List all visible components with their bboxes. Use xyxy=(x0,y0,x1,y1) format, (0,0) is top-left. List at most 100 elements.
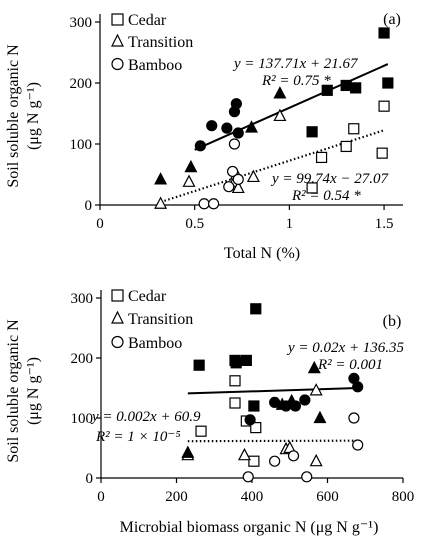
r2-1-b: R² = 0.001 xyxy=(317,357,383,373)
point-cedar-b xyxy=(195,425,207,437)
trendline-solid-a xyxy=(194,63,389,151)
point-bamboo-b xyxy=(287,450,300,462)
point-transition-fertilized-b xyxy=(181,445,195,458)
x-tick-label-b: 0 xyxy=(97,489,105,505)
point-bamboo-fertilized-a xyxy=(230,98,242,110)
point-bamboo-fertilized-a xyxy=(206,120,218,132)
y-axis-label-line2-a: (μg N g⁻¹) xyxy=(25,82,42,150)
point-transition-a xyxy=(231,180,245,194)
point-transition-fertilized-b xyxy=(313,410,327,424)
x-tick-label-a: 1 xyxy=(286,216,294,232)
point-cedar-fertilized-a xyxy=(321,84,333,96)
point-bamboo-a xyxy=(198,198,210,210)
legend-marker-transition-b xyxy=(111,310,124,324)
panel-a: 0 100 200 300 0 0.5 1 1.5 Soil soluble organic … xyxy=(5,11,403,262)
y-tick-label-a: 0 xyxy=(85,198,93,214)
point-cedar-fertilized-b xyxy=(240,354,252,366)
y-tick-label-b: 0 xyxy=(86,471,94,487)
equation-2-b: y = 0.002x + 60.9 xyxy=(90,409,201,425)
x-tick-label-a: 0 xyxy=(96,216,104,232)
x-tick-label-a: 0.5 xyxy=(185,216,204,232)
point-transition-a xyxy=(154,196,168,209)
point-cedar-b xyxy=(248,455,260,467)
x-axis-label-b: Microbial biomass organic N (μg N g⁻¹) xyxy=(120,519,379,536)
x-tick-label-b: 600 xyxy=(316,489,339,505)
point-bamboo-fertilized-b xyxy=(280,400,292,412)
point-bamboo-fertilized-a xyxy=(232,127,244,139)
point-transition-fertilized-a xyxy=(245,120,258,133)
legend-marker-bamboo-b xyxy=(111,335,124,349)
panel-label-a: (a) xyxy=(383,11,401,28)
x-tick-label-a: 1.5 xyxy=(375,216,394,232)
x-axis-label-a: Total N (%) xyxy=(224,245,300,262)
point-cedar-a xyxy=(378,100,390,112)
legend-marker-cedar-a xyxy=(111,13,124,26)
point-transition-fertilized-b xyxy=(307,360,321,374)
point-cedar-a xyxy=(306,182,318,194)
point-cedar-fertilized-a xyxy=(340,79,352,92)
point-transition-a xyxy=(182,174,196,187)
point-bamboo-a xyxy=(228,138,241,150)
plot-area-a: 0 100 200 300 0 0.5 1 1.5 xyxy=(70,14,403,232)
point-cedar-b xyxy=(229,397,241,409)
point-cedar-fertilized-a xyxy=(378,27,390,39)
legend-label-cedar-a: Cedar xyxy=(128,12,167,29)
point-cedar-a xyxy=(340,140,352,153)
legend-marker-transition-a xyxy=(111,33,124,47)
point-bamboo-fertilized-b xyxy=(244,414,256,426)
point-bamboo-a xyxy=(226,165,239,178)
r2-2-a: R² = 0.54 * xyxy=(291,188,361,204)
point-cedar-fertilized-b xyxy=(250,303,262,315)
y-tick-label-b: 300 xyxy=(71,291,94,307)
equation-1-a: y = 137.71x + 21.67 xyxy=(232,56,359,72)
legend-label-cedar-b: Cedar xyxy=(128,288,167,305)
y-tick-label-a: 100 xyxy=(70,137,93,153)
point-cedar-fertilized-a xyxy=(382,77,394,89)
y-axis-label-line2-b: (μg N g⁻¹) xyxy=(25,357,42,425)
y-tick-label-a: 200 xyxy=(70,76,93,92)
equation-1-b: y = 0.02x + 136.35 xyxy=(286,340,405,356)
point-cedar-a xyxy=(315,151,328,164)
point-bamboo-b xyxy=(348,412,360,424)
point-transition-a xyxy=(273,108,287,122)
equation-2-a: y = 99.74x − 27.07 xyxy=(270,171,390,187)
point-transition-b xyxy=(309,453,323,467)
legend-label-bamboo-b: Bamboo xyxy=(128,335,182,352)
legend-marker-cedar-b xyxy=(111,289,124,302)
point-transition-a xyxy=(246,169,260,183)
y-axis-label-line1-b: Soil soluble organic N xyxy=(5,319,22,463)
point-cedar-a xyxy=(348,123,360,135)
point-bamboo-fertilized-a xyxy=(194,140,206,152)
y-tick-label-b: 200 xyxy=(71,351,94,367)
panel-b: 0 100 200 300 0 200 400 600 800 Soil soluble org… xyxy=(5,288,414,536)
panel-label-b: (b) xyxy=(383,313,402,330)
point-transition-fertilized-a xyxy=(154,172,168,185)
point-cedar-fertilized-b xyxy=(193,359,205,371)
r2-2-b: R² = 1 × 10⁻⁵ xyxy=(95,429,181,445)
point-cedar-a xyxy=(376,147,388,159)
trendline-dotted-a xyxy=(160,129,385,204)
point-transition-b xyxy=(309,383,323,396)
point-transition-b xyxy=(237,447,251,461)
trendline-solid-b xyxy=(187,387,358,395)
plot-area-b: 0 100 200 300 0 200 400 600 800 xyxy=(71,290,414,505)
point-bamboo-a xyxy=(223,181,235,193)
y-axis-label-line1-a: Soil soluble organic N xyxy=(5,44,22,188)
point-bamboo-b xyxy=(269,455,281,467)
legend-b: Cedar Transition Bamboo xyxy=(111,288,193,352)
point-transition-fertilized-a xyxy=(273,86,287,99)
point-transition-fertilized-a xyxy=(184,159,198,173)
point-cedar-fertilized-b xyxy=(230,357,242,369)
point-cedar-b xyxy=(229,375,241,387)
point-bamboo-fertilized-b xyxy=(269,396,281,408)
point-bamboo-b xyxy=(301,471,313,483)
x-tick-label-b: 200 xyxy=(165,489,188,505)
y-tick-label-b: 100 xyxy=(71,411,94,427)
legend-a: Cedar Transition Bamboo xyxy=(111,12,193,74)
y-tick-label-a: 300 xyxy=(70,15,93,31)
point-bamboo-b xyxy=(352,439,364,451)
point-bamboo-a xyxy=(232,173,244,185)
point-bamboo-fertilized-b xyxy=(352,381,364,393)
point-cedar-fertilized-a xyxy=(306,126,318,138)
